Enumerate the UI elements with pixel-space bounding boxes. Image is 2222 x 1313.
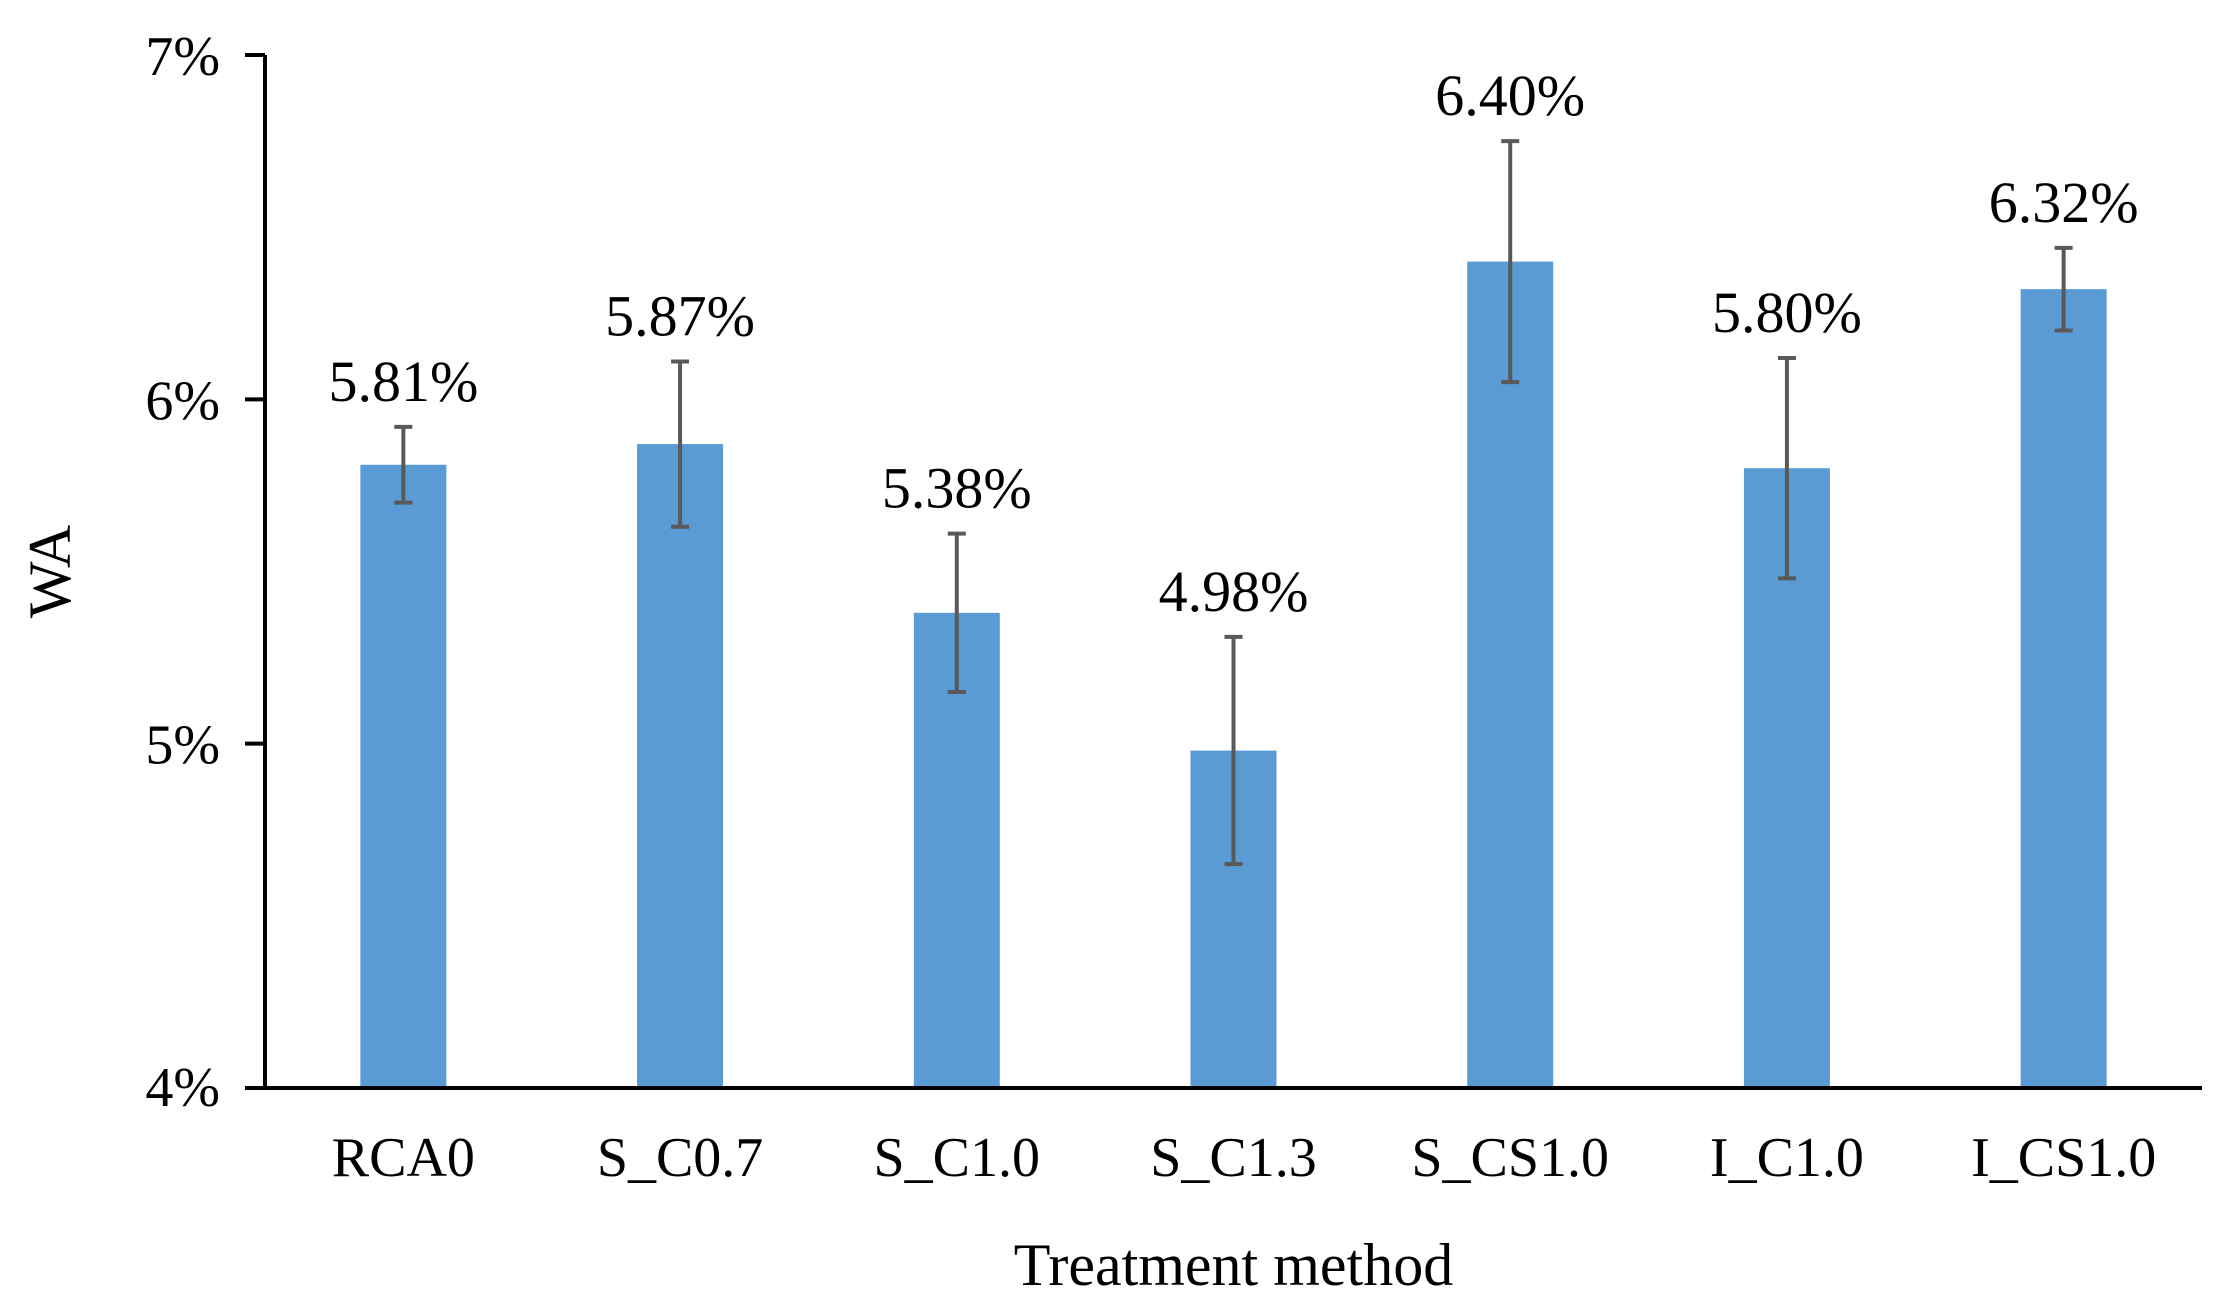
bar-S_CS1.0 bbox=[1467, 261, 1554, 1089]
bar-S_C0.7 bbox=[637, 444, 724, 1088]
x-tick-label-I_CS1.0: I_CS1.0 bbox=[1971, 1127, 2156, 1189]
data-label-I_C1.0: 5.80% bbox=[1712, 280, 1862, 345]
data-label-S_C1.0: 5.38% bbox=[882, 456, 1032, 521]
error-bar-RCA0 bbox=[394, 424, 413, 505]
data-label-RCA0: 5.81% bbox=[328, 349, 478, 414]
error-bar-I_CS1.0 bbox=[2054, 245, 2073, 333]
error-bar-S_C1.0 bbox=[947, 531, 966, 695]
data-labels-layer: 5.81% 5.87% 5.38% 4.98% 6.40% 5.80% 6.32% bbox=[328, 63, 2138, 624]
error-bar-S_C1.3 bbox=[1224, 634, 1243, 867]
data-label-I_CS1.0: 6.32% bbox=[1989, 170, 2139, 235]
y-axis-title: WA bbox=[17, 525, 83, 618]
y-tick-label: 6% bbox=[145, 370, 220, 432]
error-bar-S_CS1.0 bbox=[1501, 139, 1520, 385]
error-bars-layer bbox=[394, 139, 2073, 867]
y-tick-label: 4% bbox=[145, 1057, 220, 1119]
x-tick-labels-layer: RCA0 S_C0.7 S_C1.0 S_C1.3 S_CS1.0 I_C1.0 I_CS1… bbox=[332, 1127, 2156, 1189]
x-tick-label-S_C1.3: S_C1.3 bbox=[1150, 1127, 1317, 1189]
bar-I_CS1.0 bbox=[2020, 289, 2107, 1088]
error-bar-I_C1.0 bbox=[1777, 356, 1796, 581]
y-tick-label: 5% bbox=[145, 715, 220, 777]
error-bar-S_C0.7 bbox=[671, 359, 690, 529]
data-label-S_CS1.0: 6.40% bbox=[1435, 63, 1585, 128]
x-tick-label-I_C1.0: I_C1.0 bbox=[1710, 1127, 1864, 1189]
data-label-S_C0.7: 5.87% bbox=[605, 283, 755, 348]
x-tick-label-S_CS1.0: S_CS1.0 bbox=[1411, 1127, 1609, 1189]
data-label-S_C1.3: 4.98% bbox=[1159, 559, 1309, 624]
x-axis-title: Treatment method bbox=[1014, 1232, 1453, 1298]
bar-RCA0 bbox=[360, 464, 447, 1088]
x-tick-label-RCA0: RCA0 bbox=[332, 1127, 475, 1189]
x-tick-label-S_C0.7: S_C0.7 bbox=[597, 1127, 764, 1189]
axes-layer bbox=[263, 55, 2202, 1090]
y-ticks-layer: 4% 5% 6% 7% bbox=[145, 26, 265, 1119]
x-tick-label-S_C1.0: S_C1.0 bbox=[874, 1127, 1041, 1189]
y-tick-label: 7% bbox=[145, 26, 220, 88]
